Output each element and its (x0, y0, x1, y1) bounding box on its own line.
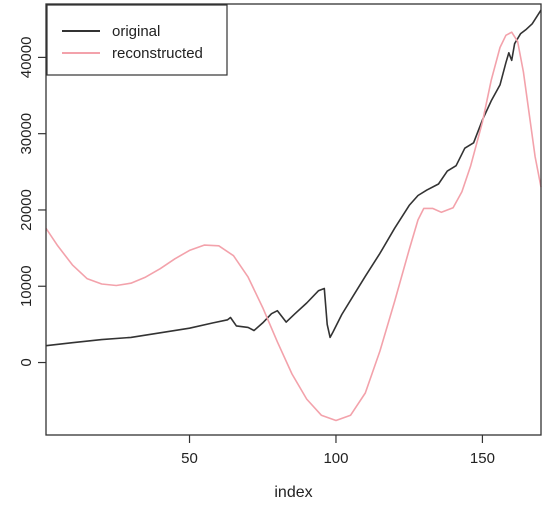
x-axis-label: index (274, 484, 312, 501)
y-tick-label: 20000 (18, 189, 35, 231)
x-tick-label: 150 (470, 450, 495, 467)
series-layer (45, 9, 542, 422)
legend: original reconstructed (46, 4, 228, 76)
series-line-reconstructed (45, 31, 542, 422)
axes: 50 100 150 0 10000 20000 30000 40000 (18, 37, 495, 467)
x-tick-label: 50 (181, 450, 198, 467)
legend-box (46, 4, 228, 76)
y-tick-label: 0 (18, 358, 35, 366)
y-tick-label: 30000 (18, 113, 35, 155)
y-tick-label: 40000 (18, 37, 35, 79)
plot-frame (45, 3, 542, 436)
y-tick-label: 10000 (18, 265, 35, 307)
x-tick-label: 100 (323, 450, 348, 467)
legend-label-original: original (112, 23, 160, 40)
series-line-original (45, 9, 542, 347)
legend-label-reconstructed: reconstructed (112, 45, 203, 62)
